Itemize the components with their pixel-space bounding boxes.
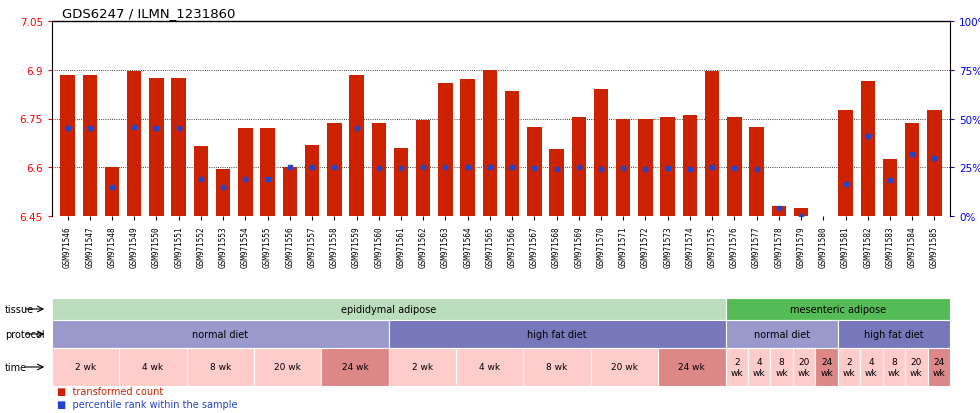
Text: 4
wk: 4 wk xyxy=(753,357,765,377)
Bar xyxy=(483,71,497,216)
Text: epididymal adipose: epididymal adipose xyxy=(341,304,436,314)
Text: high fat diet: high fat diet xyxy=(527,329,587,339)
Bar xyxy=(105,168,120,216)
Text: GDS6247 / ILMN_1231860: GDS6247 / ILMN_1231860 xyxy=(62,7,235,20)
Text: 20 wk: 20 wk xyxy=(274,363,301,372)
Bar xyxy=(261,129,274,216)
Text: 8
wk: 8 wk xyxy=(888,357,901,377)
Text: ■  transformed count: ■ transformed count xyxy=(57,387,163,396)
Bar xyxy=(216,169,230,216)
Text: tissue: tissue xyxy=(5,304,34,314)
Bar xyxy=(282,168,297,216)
Text: 2
wk: 2 wk xyxy=(730,357,743,377)
Bar xyxy=(61,76,74,216)
Bar xyxy=(571,118,586,216)
Text: 8
wk: 8 wk xyxy=(775,357,788,377)
Bar xyxy=(705,72,719,216)
Text: 2
wk: 2 wk xyxy=(843,357,856,377)
Bar xyxy=(238,129,253,216)
Text: 24
wk: 24 wk xyxy=(820,357,833,377)
Bar xyxy=(638,119,653,216)
Text: 24 wk: 24 wk xyxy=(342,363,368,372)
Bar xyxy=(927,111,942,216)
Bar xyxy=(527,127,542,216)
Text: high fat diet: high fat diet xyxy=(864,329,924,339)
Text: 8 wk: 8 wk xyxy=(547,363,567,372)
Bar xyxy=(172,79,186,216)
Bar xyxy=(127,72,141,216)
Bar xyxy=(883,160,898,216)
Text: 24 wk: 24 wk xyxy=(678,363,706,372)
Bar xyxy=(661,118,675,216)
Bar xyxy=(816,216,830,239)
Text: 4 wk: 4 wk xyxy=(479,363,501,372)
Bar xyxy=(616,119,630,216)
Text: normal diet: normal diet xyxy=(754,329,809,339)
Text: 2 wk: 2 wk xyxy=(412,363,433,372)
Text: 20
wk: 20 wk xyxy=(910,357,922,377)
Bar xyxy=(82,76,97,216)
Bar xyxy=(860,82,875,216)
Text: ■  percentile rank within the sample: ■ percentile rank within the sample xyxy=(57,399,237,409)
Text: 24
wk: 24 wk xyxy=(932,357,945,377)
Text: 2 wk: 2 wk xyxy=(75,363,96,372)
Text: 20 wk: 20 wk xyxy=(612,363,638,372)
Bar xyxy=(371,124,386,216)
Text: time: time xyxy=(5,362,27,372)
Bar xyxy=(505,92,519,216)
Bar xyxy=(594,90,609,216)
Text: 8 wk: 8 wk xyxy=(210,363,231,372)
Bar xyxy=(305,145,319,216)
Bar xyxy=(349,76,364,216)
Text: 20
wk: 20 wk xyxy=(798,357,810,377)
Bar xyxy=(794,209,808,216)
Bar xyxy=(461,80,475,216)
Text: 4
wk: 4 wk xyxy=(865,357,878,377)
Bar xyxy=(683,116,697,216)
Text: mesenteric adipose: mesenteric adipose xyxy=(790,304,886,314)
Bar xyxy=(438,83,453,216)
Bar xyxy=(750,127,763,216)
Bar xyxy=(838,111,853,216)
Bar xyxy=(550,150,564,216)
Text: normal diet: normal diet xyxy=(192,329,249,339)
Text: protocol: protocol xyxy=(5,329,44,339)
Bar xyxy=(194,147,208,216)
Bar xyxy=(771,207,786,216)
Bar xyxy=(327,124,341,216)
Bar xyxy=(394,148,409,216)
Text: 4 wk: 4 wk xyxy=(142,363,164,372)
Bar xyxy=(416,121,430,216)
Bar xyxy=(905,124,919,216)
Bar xyxy=(149,79,164,216)
Bar xyxy=(727,118,742,216)
